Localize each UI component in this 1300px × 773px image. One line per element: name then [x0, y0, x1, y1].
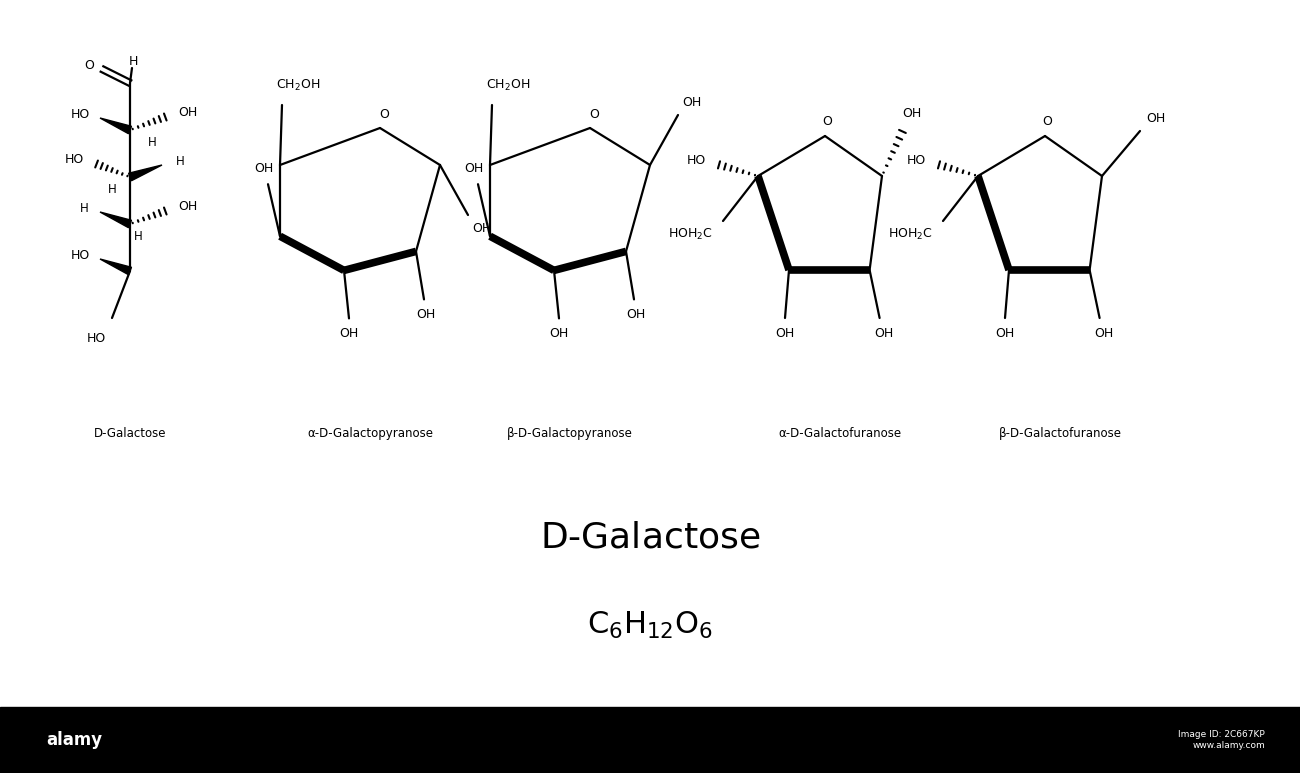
Text: OH: OH [255, 162, 273, 175]
Text: HO: HO [906, 154, 926, 166]
Text: OH: OH [996, 326, 1014, 339]
Polygon shape [100, 212, 131, 228]
Text: β-D-Galactofuranose: β-D-Galactofuranose [998, 427, 1122, 440]
Text: OH: OH [1147, 111, 1166, 124]
Text: H: H [129, 55, 138, 67]
Text: HO: HO [686, 154, 706, 166]
Text: OH: OH [874, 326, 893, 339]
Text: $\mathsf{D}$-Galactose: $\mathsf{D}$-Galactose [540, 521, 760, 555]
Text: HO: HO [65, 152, 83, 165]
Text: OH: OH [178, 199, 198, 213]
Text: OH: OH [902, 107, 922, 120]
Text: OH: OH [178, 105, 198, 118]
Text: O: O [1043, 114, 1052, 128]
Text: HOH$_2$C: HOH$_2$C [888, 226, 932, 241]
Bar [0, 707, 1300, 773]
Text: O: O [380, 107, 389, 121]
Text: HOH$_2$C: HOH$_2$C [668, 226, 712, 241]
Text: O: O [589, 107, 599, 121]
Text: OH: OH [1095, 326, 1113, 339]
Text: O: O [822, 114, 832, 128]
Text: H: H [79, 202, 88, 214]
Polygon shape [129, 165, 162, 181]
Polygon shape [100, 118, 131, 134]
Text: OH: OH [682, 96, 702, 108]
Text: HO: HO [70, 107, 90, 121]
Text: α-D-Galactopyranose: α-D-Galactopyranose [307, 427, 433, 440]
Text: D-Galactose: D-Galactose [94, 427, 166, 440]
Text: O: O [84, 59, 94, 71]
Text: C$_6$H$_{12}$O$_6$: C$_6$H$_{12}$O$_6$ [588, 609, 712, 641]
Text: H: H [176, 155, 185, 168]
Text: HO: HO [86, 332, 105, 345]
Text: β-D-Galactopyranose: β-D-Galactopyranose [507, 427, 633, 440]
Polygon shape [100, 259, 131, 274]
Text: HO: HO [70, 248, 90, 261]
Text: alamy: alamy [46, 731, 103, 749]
Text: CH$_2$OH: CH$_2$OH [276, 77, 320, 93]
Text: OH: OH [464, 162, 484, 175]
Text: CH$_2$OH: CH$_2$OH [486, 77, 530, 93]
Text: H: H [108, 182, 117, 196]
Text: OH: OH [472, 222, 491, 234]
Text: H: H [134, 230, 143, 243]
Text: OH: OH [416, 308, 436, 321]
Text: OH: OH [550, 327, 568, 340]
Text: H: H [148, 135, 156, 148]
Text: α-D-Galactofuranose: α-D-Galactofuranose [779, 427, 902, 440]
Text: Image ID: 2C667KP
www.alamy.com: Image ID: 2C667KP www.alamy.com [1178, 730, 1265, 750]
Text: OH: OH [775, 326, 794, 339]
Text: OH: OH [627, 308, 646, 321]
Text: OH: OH [339, 327, 359, 340]
